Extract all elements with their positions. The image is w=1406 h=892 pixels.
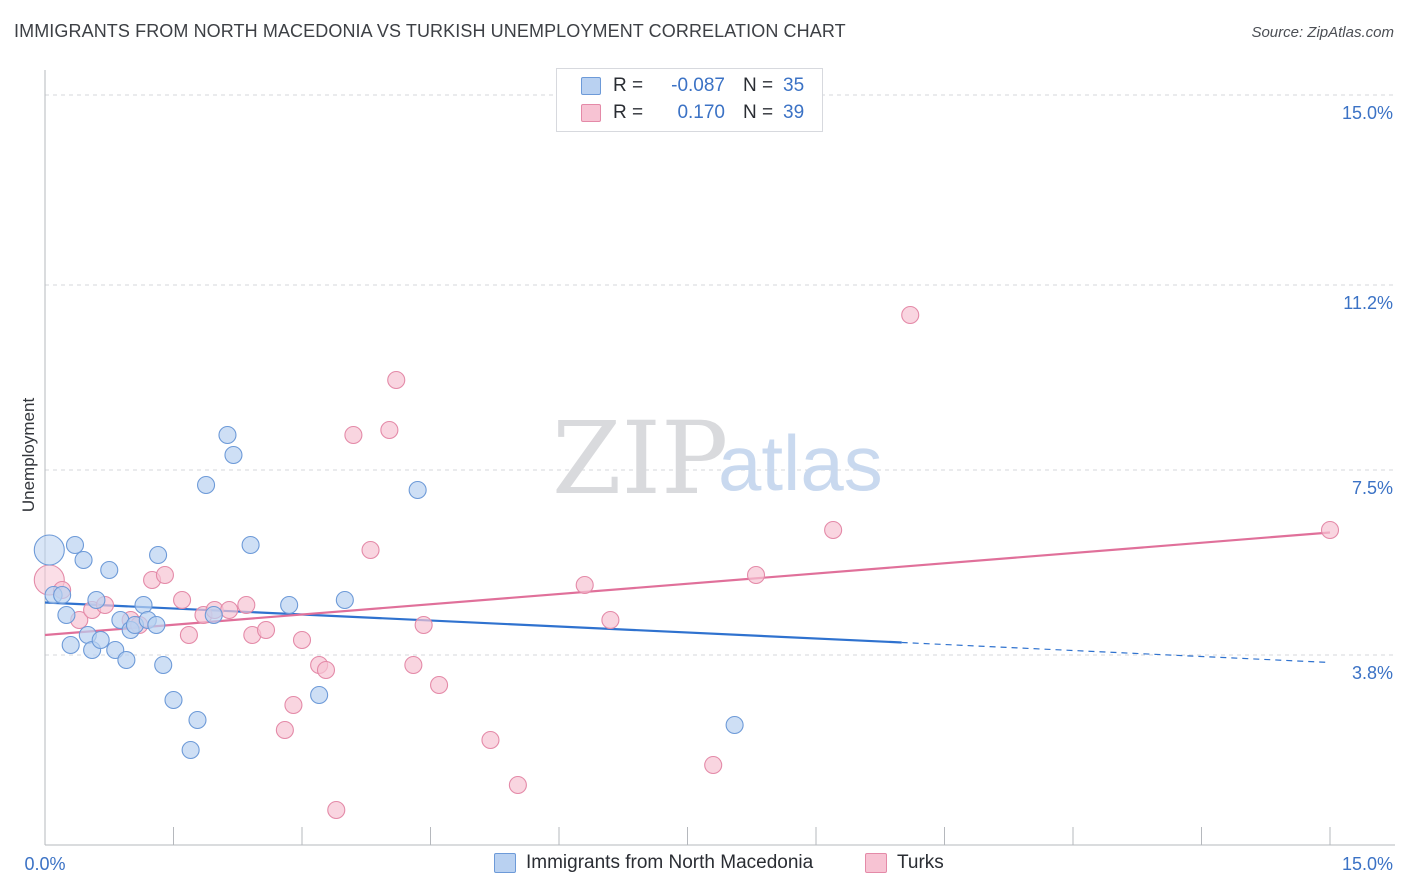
point-turks	[173, 590, 192, 610]
point-macedonia	[100, 560, 119, 580]
watermark-zip: ZIP	[552, 400, 728, 517]
legend-r-value: 0.170	[677, 102, 725, 123]
point-macedonia	[218, 425, 237, 445]
point-turks	[284, 695, 303, 715]
point-turks	[430, 675, 449, 695]
legend-item-macedonia: Immigrants from North Macedonia	[494, 852, 813, 874]
data-points	[33, 305, 1340, 820]
legend-label-turks: Turks	[897, 852, 944, 873]
x-tick-label-min: 0.0%	[24, 854, 65, 874]
point-turks	[481, 730, 500, 750]
point-turks	[575, 575, 594, 595]
point-turks	[344, 425, 363, 445]
axes	[44, 70, 1395, 846]
legend-swatch-blue	[494, 853, 516, 873]
point-macedonia	[57, 605, 76, 625]
correlation-legend: R = -0.087 N = 35 R = 0.170 N = 39	[556, 68, 823, 132]
y-axis-title: Unemployment	[19, 398, 38, 513]
point-macedonia	[280, 595, 299, 615]
point-macedonia	[74, 550, 93, 570]
trendline-turks	[44, 531, 1331, 637]
y-tick-label: 3.8%	[1352, 663, 1393, 683]
trendline-macedonia-extension	[901, 641, 1331, 664]
point-turks	[508, 775, 527, 795]
point-macedonia	[149, 545, 168, 565]
point-macedonia	[224, 445, 243, 465]
grid-lines	[45, 94, 1395, 656]
legend-swatch-pink	[581, 104, 601, 122]
point-macedonia	[164, 690, 183, 710]
point-turks	[316, 660, 336, 680]
point-turks	[256, 620, 276, 640]
legend-row-macedonia: R = -0.087 N = 35	[581, 73, 804, 99]
point-turks	[220, 600, 239, 620]
point-macedonia	[134, 595, 153, 615]
legend-r-label: R =	[613, 75, 644, 96]
point-turks	[404, 655, 423, 675]
point-macedonia	[181, 740, 200, 760]
point-turks	[292, 630, 312, 650]
point-turks	[387, 370, 406, 390]
y-tick-label: 15.0%	[1342, 103, 1393, 123]
point-macedonia	[147, 615, 166, 635]
point-macedonia	[91, 630, 110, 650]
point-turks	[380, 420, 399, 440]
point-macedonia	[33, 534, 65, 566]
point-turks	[414, 615, 433, 635]
source-credit: Source: ZipAtlas.com	[1251, 24, 1394, 41]
point-turks	[704, 755, 723, 775]
point-turks	[327, 800, 346, 820]
chart-title: IMMIGRANTS FROM NORTH MACEDONIA VS TURKI…	[14, 21, 846, 41]
point-turks	[179, 625, 198, 645]
tick-labels: 3.8% 7.5% 11.2% 15.0% 0.0% 15.0%	[24, 103, 1393, 874]
y-tick-label: 7.5%	[1352, 478, 1393, 498]
point-turks	[901, 305, 920, 325]
point-macedonia	[408, 480, 427, 500]
point-macedonia	[197, 475, 216, 495]
watermark-atlas: atlas	[718, 419, 883, 507]
point-macedonia	[204, 605, 223, 625]
trendline-macedonia	[44, 601, 902, 644]
y-tick-label: 11.2%	[1343, 293, 1393, 313]
legend-n-label: N =	[743, 102, 774, 123]
legend-r-label: R =	[613, 102, 644, 123]
legend-swatch-blue	[581, 77, 601, 95]
point-turks	[1320, 520, 1340, 540]
legend-label-macedonia: Immigrants from North Macedonia	[526, 852, 814, 873]
point-macedonia	[335, 590, 354, 610]
legend-r-value: -0.087	[671, 75, 725, 96]
point-macedonia	[61, 635, 80, 655]
legend-swatch-pink	[865, 853, 887, 873]
legend-row-turks: R = 0.170 N = 39	[581, 100, 804, 126]
point-macedonia	[65, 535, 85, 555]
point-macedonia	[310, 685, 329, 705]
point-turks	[824, 520, 843, 540]
point-macedonia	[725, 715, 744, 735]
legend-n-value: 39	[783, 102, 805, 123]
point-turks	[601, 610, 620, 630]
legend-n-label: N =	[743, 75, 774, 96]
point-turks	[746, 565, 766, 585]
trend-lines	[44, 531, 1331, 664]
point-turks	[361, 540, 380, 560]
point-macedonia	[188, 710, 207, 730]
point-macedonia	[241, 535, 260, 555]
series-legend: Immigrants from North Macedonia Turks	[0, 852, 1406, 878]
point-macedonia	[117, 650, 136, 670]
point-turks	[237, 595, 256, 615]
point-turks	[275, 720, 294, 740]
point-turks	[155, 565, 174, 585]
legend-item-turks: Turks	[865, 852, 944, 874]
point-macedonia	[154, 655, 173, 675]
point-macedonia	[53, 585, 72, 605]
point-macedonia	[87, 590, 106, 610]
legend-n-value: 35	[783, 75, 805, 96]
x-tick-label-max: 15.0%	[1342, 854, 1393, 874]
